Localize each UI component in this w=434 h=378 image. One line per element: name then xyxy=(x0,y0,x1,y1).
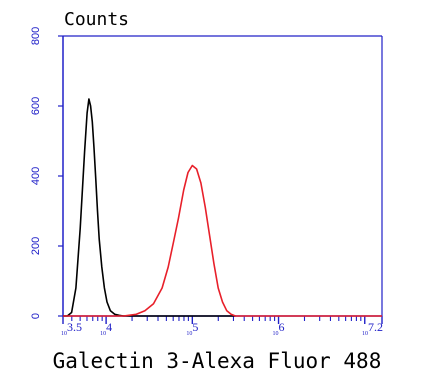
x-tick-label: 106 xyxy=(273,320,285,337)
y-axis-title: Counts xyxy=(64,9,129,30)
x-tick-label: 107.2 xyxy=(362,320,383,337)
x-tick-label: 103.5 xyxy=(61,320,82,337)
y-tick-label: 200 xyxy=(30,237,42,255)
x-tick-label: 104 xyxy=(100,320,112,337)
y-tick-label: 800 xyxy=(30,27,42,45)
y-tick-label: 400 xyxy=(30,167,42,185)
x-tick-label: 105 xyxy=(186,320,198,337)
y-tick-label: 600 xyxy=(30,97,42,115)
series-line-1 xyxy=(63,98,236,317)
y-axis-ticks: 0 200 400 600 800 xyxy=(30,27,63,319)
series-line-2 xyxy=(63,164,382,317)
plot-area xyxy=(62,35,383,317)
series-layer xyxy=(63,98,382,317)
x-axis-title: Galectin 3-Alexa Fluor 488 xyxy=(53,349,382,373)
y-tick-label: 0 xyxy=(30,313,42,319)
x-axis-ticks: 103.5 104 105 106 107.2 xyxy=(61,316,383,337)
